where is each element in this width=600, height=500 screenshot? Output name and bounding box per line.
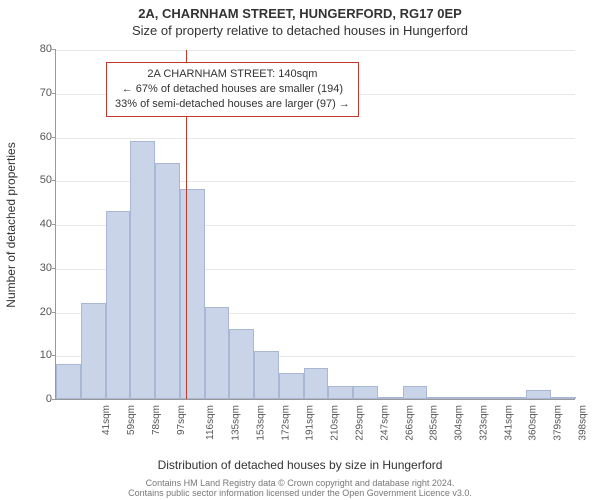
histogram-bar — [403, 386, 428, 399]
histogram-bar — [205, 307, 230, 399]
x-axis-label: Distribution of detached houses by size … — [0, 458, 600, 472]
histogram-bar — [452, 397, 477, 399]
histogram-bar — [155, 163, 180, 399]
annotation-line: 33% of semi-detached houses are larger (… — [115, 97, 350, 112]
y-tick-label: 80 — [30, 43, 52, 55]
y-tick-label: 70 — [30, 87, 52, 99]
y-tick-label: 10 — [30, 349, 52, 361]
x-tick-label: 398sqm — [577, 405, 600, 441]
histogram-bar — [279, 373, 304, 399]
histogram-bar — [328, 386, 353, 399]
histogram-bar — [254, 351, 279, 399]
chart-title-sub: Size of property relative to detached ho… — [0, 23, 600, 40]
histogram-bar — [378, 397, 403, 399]
y-tick-label: 20 — [30, 306, 52, 318]
histogram-bar — [353, 386, 378, 399]
histogram-bar — [526, 390, 551, 399]
y-tick-label: 40 — [30, 218, 52, 230]
footer-line-2: Contains public sector information licen… — [0, 488, 600, 498]
y-tick-label: 60 — [30, 131, 52, 143]
y-tick-label: 30 — [30, 262, 52, 274]
histogram-bar — [130, 141, 155, 399]
histogram-bar — [106, 211, 131, 399]
plot-area: 2A CHARNHAM STREET: 140sqm← 67% of detac… — [55, 50, 575, 400]
y-tick-label: 0 — [30, 393, 52, 405]
histogram-bar — [81, 303, 106, 399]
histogram-bar — [427, 397, 452, 399]
y-tick-label: 50 — [30, 174, 52, 186]
histogram-bar — [502, 397, 527, 399]
histogram-bar — [551, 397, 576, 399]
histogram-bar — [180, 189, 205, 399]
histogram-bar — [304, 368, 329, 399]
annotation-line: ← 67% of detached houses are smaller (19… — [115, 82, 350, 97]
annotation-line: 2A CHARNHAM STREET: 140sqm — [115, 67, 350, 82]
annotation-box: 2A CHARNHAM STREET: 140sqm← 67% of detac… — [106, 62, 359, 117]
histogram-bar — [477, 397, 502, 399]
footer-line-1: Contains HM Land Registry data © Crown c… — [0, 478, 600, 488]
chart-title-address: 2A, CHARNHAM STREET, HUNGERFORD, RG17 0E… — [0, 6, 600, 23]
histogram-bar — [56, 364, 81, 399]
histogram-bar — [229, 329, 254, 399]
footer-text: Contains HM Land Registry data © Crown c… — [0, 478, 600, 499]
y-axis-label: Number of detached properties — [4, 142, 18, 307]
